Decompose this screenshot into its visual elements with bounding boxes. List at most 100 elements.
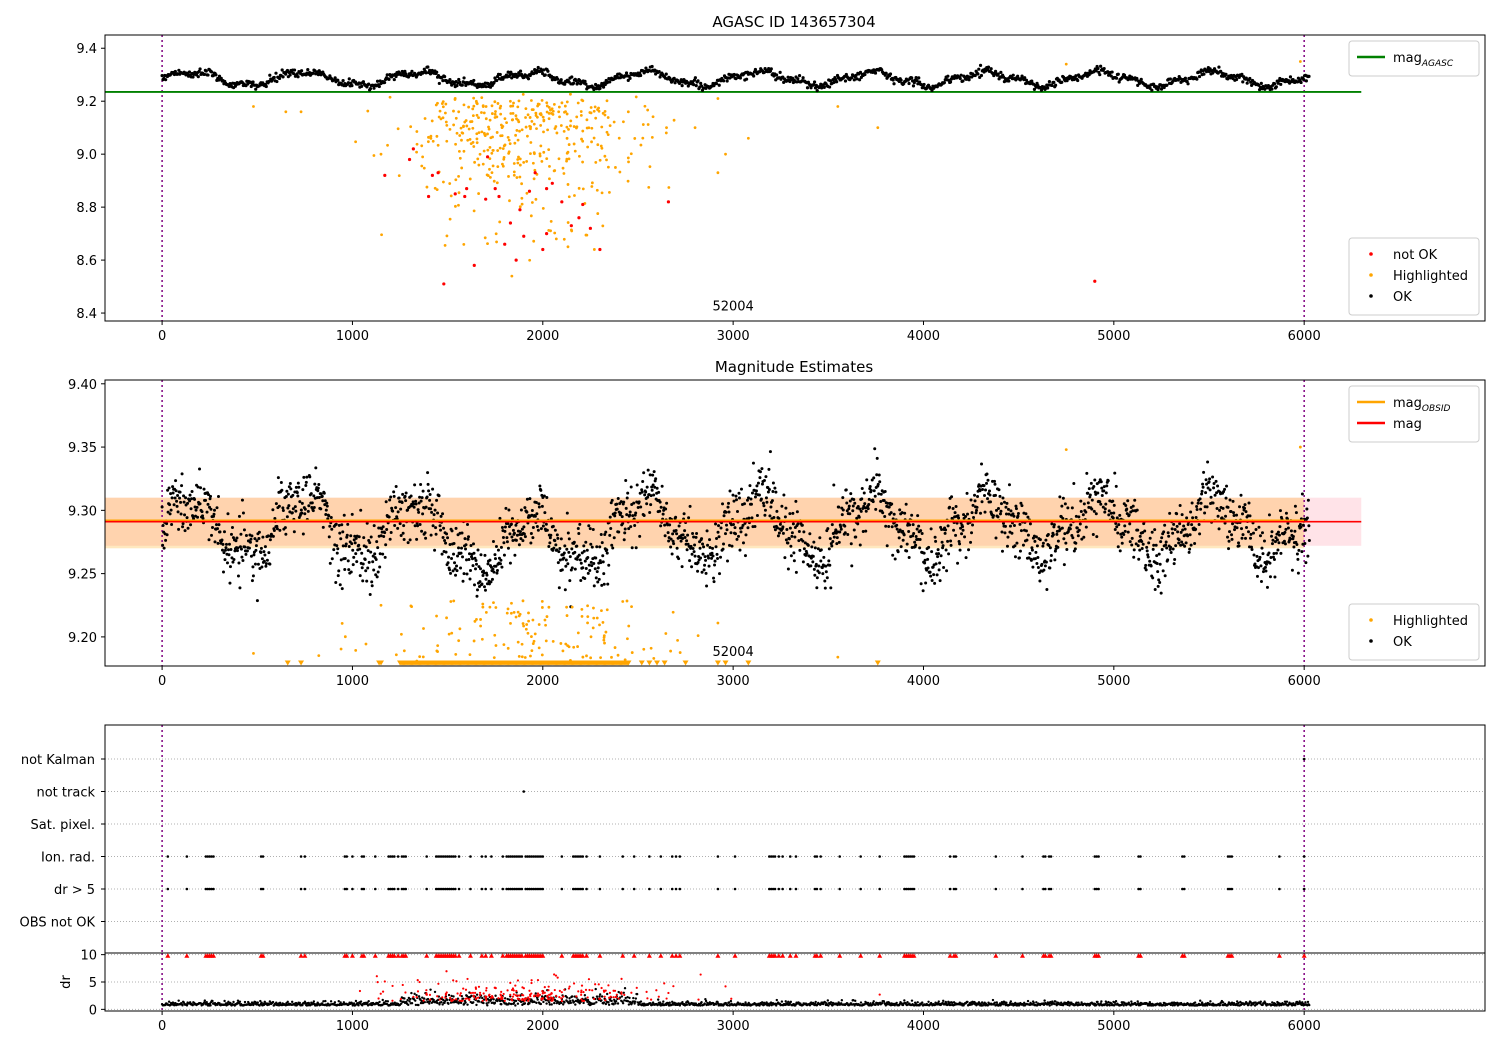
ok-point — [310, 501, 314, 505]
highlighted-point — [562, 237, 566, 241]
dr-flag — [903, 887, 906, 891]
highlighted-point — [483, 134, 487, 138]
ok-point — [1213, 493, 1217, 497]
highlighted-point — [626, 179, 630, 183]
ok-point — [999, 70, 1003, 74]
ok-point — [489, 580, 493, 584]
ok-point — [1079, 499, 1083, 503]
highlighted-point — [545, 615, 549, 618]
ok-point — [730, 544, 734, 548]
ok-point — [767, 467, 771, 471]
ok-point — [1263, 87, 1267, 91]
ok-point — [669, 537, 673, 541]
ok-point — [162, 546, 166, 550]
ion-rad-flag — [1181, 855, 1184, 858]
ok-point — [347, 568, 351, 572]
ok-point — [260, 565, 264, 569]
not-ok-point — [545, 232, 549, 236]
highlighted-point — [501, 147, 505, 151]
ok-point — [486, 562, 490, 566]
highlighted-point — [586, 604, 589, 608]
ok-point — [1202, 72, 1206, 76]
highlighted-point — [581, 160, 584, 164]
ok-point — [181, 525, 185, 529]
ok-point — [189, 523, 193, 527]
ok-point — [1148, 559, 1152, 563]
ok-point — [354, 552, 358, 556]
highlighted-point — [477, 131, 481, 135]
highlighted-point — [564, 642, 568, 646]
ok-point — [175, 504, 179, 508]
highlighted-point — [488, 157, 492, 161]
highlighted-point — [372, 154, 376, 157]
highlighted-point — [420, 164, 424, 168]
ok-point — [186, 501, 190, 505]
ok-point — [186, 526, 190, 530]
ok-point — [1273, 540, 1277, 544]
ion-rad-flag — [1095, 855, 1098, 858]
ion-rad-flag — [794, 855, 798, 858]
ok-point — [493, 557, 497, 561]
highlighted-point — [595, 188, 599, 192]
dr-flag — [391, 887, 394, 891]
ok-point — [363, 557, 367, 561]
ok-point — [702, 568, 706, 572]
ok-point — [417, 501, 421, 505]
ok-point — [1102, 485, 1106, 489]
ok-point — [646, 495, 650, 499]
offscale-triangle — [378, 660, 384, 666]
highlighted-point — [487, 127, 491, 131]
ok-point — [346, 522, 350, 526]
highlighted-point — [507, 175, 510, 178]
ok-point — [672, 76, 676, 80]
ion-rad-flag — [575, 855, 579, 858]
highlighted-point — [592, 248, 596, 251]
highlighted-point — [535, 127, 538, 130]
dr-flag — [1278, 887, 1281, 891]
ok-point — [858, 70, 863, 75]
ok-point — [666, 531, 670, 535]
ok-point — [1018, 522, 1022, 526]
ok-point — [1028, 551, 1032, 555]
highlighted-point — [488, 118, 492, 122]
ok-point — [275, 527, 279, 531]
ok-point — [715, 537, 719, 541]
highlighted-point — [599, 144, 603, 148]
ok-point — [291, 493, 295, 497]
not-ok-point — [550, 181, 554, 185]
ok-point — [681, 533, 685, 537]
ok-point — [350, 84, 354, 88]
dr-flag — [436, 887, 440, 891]
ok-point — [1167, 534, 1171, 538]
ok-point — [335, 544, 339, 548]
ok-point — [1104, 502, 1108, 506]
ok-point — [311, 509, 315, 513]
ok-point — [775, 526, 779, 530]
ok-point — [233, 549, 237, 553]
ion-rad-flag — [1097, 855, 1100, 858]
ok-point — [473, 567, 477, 571]
highlighted-point — [486, 242, 489, 246]
ion-rad-flag — [400, 855, 404, 858]
ok-point — [1248, 76, 1252, 81]
highlighted-point — [566, 644, 570, 648]
highlighted-point — [429, 134, 433, 138]
ok-point — [284, 495, 288, 499]
ok-point — [392, 77, 396, 82]
ok-point — [249, 554, 253, 558]
ok-point — [570, 547, 574, 551]
ok-point — [1010, 531, 1014, 535]
ok-point — [1204, 478, 1208, 482]
ok-point — [461, 555, 465, 559]
dr-flag — [1093, 887, 1097, 891]
ok-point — [160, 505, 164, 509]
ok-point — [1194, 515, 1198, 519]
dr-ok-point — [260, 1001, 263, 1004]
ok-point — [350, 512, 354, 516]
ok-point — [805, 86, 810, 90]
ok-point — [506, 70, 510, 74]
ok-point — [354, 536, 358, 540]
ok-point — [879, 492, 883, 496]
ok-point — [946, 524, 950, 528]
dr-flag — [303, 887, 307, 891]
